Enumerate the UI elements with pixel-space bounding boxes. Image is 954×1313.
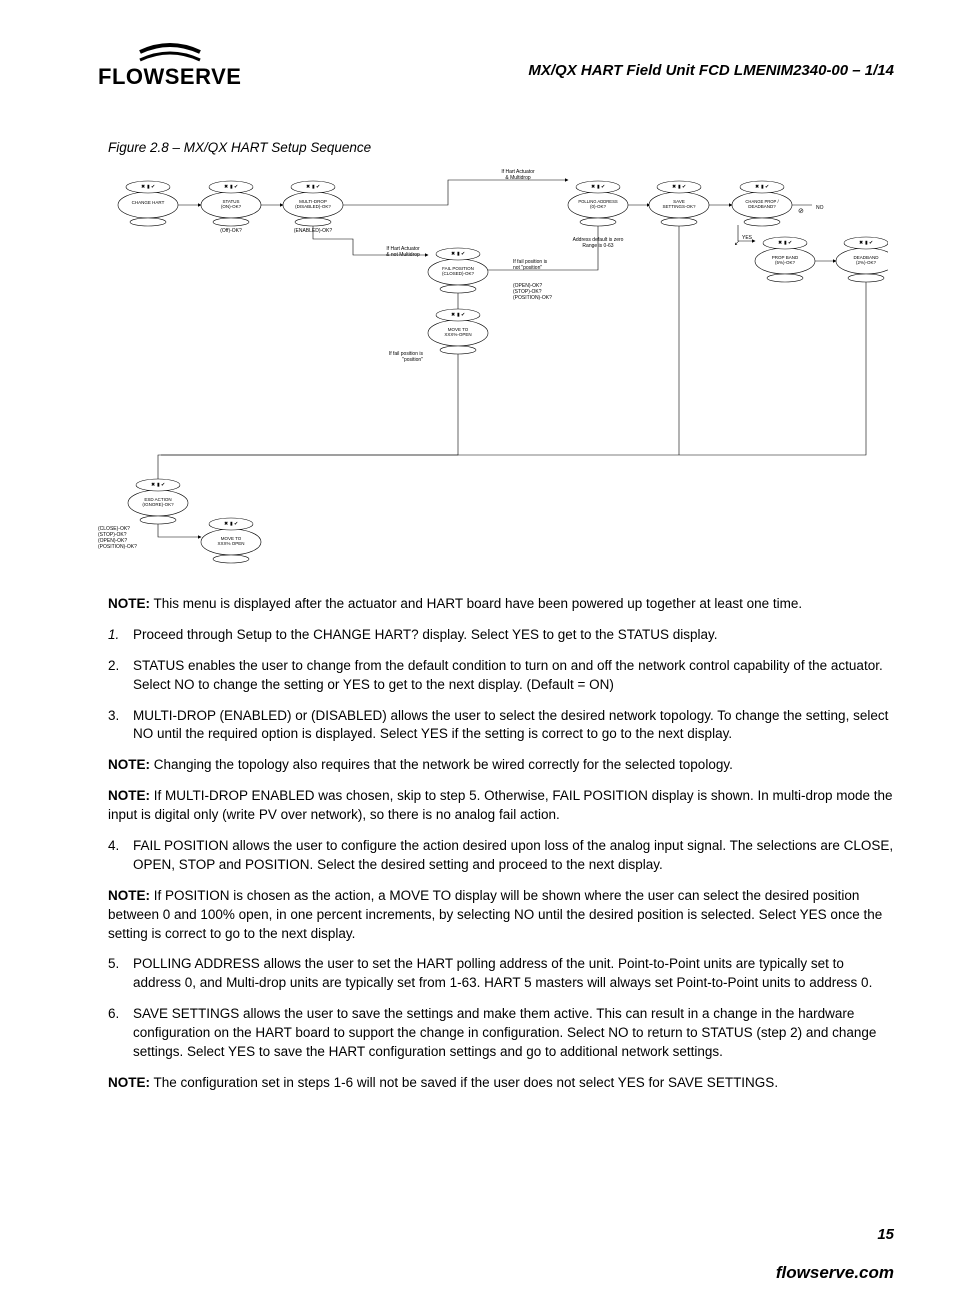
svg-text:(ENABLED)-OK?: (ENABLED)-OK?	[294, 228, 333, 234]
page-header: FLOWSERVE MX/QX HART Field Unit FCD LMEN…	[108, 40, 894, 90]
figure-caption: Figure 2.8 – MX/QX HART Setup Sequence	[108, 140, 894, 155]
footer-url: flowserve.com	[776, 1263, 894, 1283]
svg-text:✖: ✖	[451, 251, 455, 257]
svg-text:▮: ▮	[157, 482, 160, 488]
svg-text:✖: ✖	[451, 312, 455, 318]
svg-text:▮: ▮	[230, 521, 233, 527]
note-text: This menu is displayed after the actuato…	[150, 596, 802, 611]
svg-text:▮: ▮	[457, 312, 460, 318]
svg-text:& not Multidrop: & not Multidrop	[386, 252, 420, 258]
svg-text:▮: ▮	[678, 184, 681, 190]
list-item: POLLING ADDRESS allows the user to set t…	[108, 955, 894, 993]
svg-text:XXX% OPEN: XXX% OPEN	[217, 541, 244, 546]
svg-text:▮: ▮	[784, 240, 787, 246]
note-intro: NOTE: This menu is displayed after the a…	[108, 595, 894, 614]
svg-text:✖: ✖	[778, 240, 782, 246]
steps-list-2: FAIL POSITION allows the user to configu…	[108, 837, 894, 875]
list-item: Proceed through Setup to the CHANGE HART…	[108, 626, 894, 645]
svg-text:✖: ✖	[755, 184, 759, 190]
svg-text:& Multidrop: & Multidrop	[505, 175, 531, 181]
svg-text:▮: ▮	[147, 184, 150, 190]
svg-text:✔: ✔	[601, 184, 605, 190]
svg-text:▮: ▮	[761, 184, 764, 190]
svg-text:✔: ✔	[869, 240, 873, 246]
svg-text:(0)-OK?: (0)-OK?	[590, 204, 607, 209]
note-position: NOTE: If POSITION is chosen as the actio…	[108, 887, 894, 944]
svg-text:✖: ✖	[859, 240, 863, 246]
list-item: MULTI-DROP (ENABLED) or (DISABLED) allow…	[108, 707, 894, 745]
svg-text:(2%)-OK?: (2%)-OK?	[856, 260, 877, 265]
svg-text:(5%)-OK?: (5%)-OK?	[775, 260, 796, 265]
note-multidrop: NOTE: If MULTI-DROP ENABLED was chosen, …	[108, 787, 894, 825]
svg-text:✖: ✖	[224, 521, 228, 527]
setup-sequence-diagram: CHANGE HART ✖▮✔ STATUS (ON)-OK? ✖▮✔ MULT…	[98, 165, 888, 575]
svg-text:✔: ✔	[788, 240, 792, 246]
svg-text:✖: ✖	[151, 482, 155, 488]
svg-text:▮: ▮	[865, 240, 868, 246]
svg-text:YES: YES	[742, 235, 753, 241]
note-save: NOTE: The configuration set in steps 1-6…	[108, 1074, 894, 1093]
svg-text:✔: ✔	[461, 312, 465, 318]
svg-text:✔: ✔	[461, 251, 465, 257]
svg-text:(POSITION)-OK?: (POSITION)-OK?	[513, 295, 552, 301]
logo: FLOWSERVE	[98, 40, 241, 90]
svg-text:SETTINGS-OK?: SETTINGS-OK?	[662, 204, 696, 209]
svg-text:NO: NO	[816, 205, 824, 211]
note-label: NOTE:	[108, 596, 150, 611]
steps-list: Proceed through Setup to the CHANGE HART…	[108, 626, 894, 744]
svg-text:▮: ▮	[457, 251, 460, 257]
svg-text:▮: ▮	[312, 184, 315, 190]
svg-text:✔: ✔	[682, 184, 686, 190]
svg-text:(ON)-OK?: (ON)-OK?	[221, 204, 242, 209]
svg-text:(POSITION)-OK?: (POSITION)-OK?	[98, 544, 137, 550]
svg-text:▮: ▮	[230, 184, 233, 190]
svg-text:(IGNORE)-OK?: (IGNORE)-OK?	[142, 502, 174, 507]
steps-list-3: POLLING ADDRESS allows the user to set t…	[108, 955, 894, 1061]
svg-text:(Off)-OK?: (Off)-OK?	[220, 228, 242, 234]
svg-text:▮: ▮	[597, 184, 600, 190]
svg-text:✖: ✖	[224, 184, 228, 190]
svg-text:✖: ✖	[591, 184, 595, 190]
svg-text:✔: ✔	[234, 521, 238, 527]
note-topology: NOTE: Changing the topology also require…	[108, 756, 894, 775]
list-item: SAVE SETTINGS allows the user to save th…	[108, 1005, 894, 1062]
svg-text:↙: ↙	[734, 240, 740, 247]
node-change-hart: CHANGE HART	[132, 200, 165, 205]
list-item: STATUS enables the user to change from t…	[108, 657, 894, 695]
svg-text:✖: ✖	[306, 184, 310, 190]
svg-text:✔: ✔	[151, 184, 155, 190]
svg-text:XXX%-OPEN: XXX%-OPEN	[444, 332, 471, 337]
svg-text:not "position": not "position"	[513, 265, 542, 271]
svg-text:"position": "position"	[402, 357, 423, 363]
svg-text:✔: ✔	[161, 482, 165, 488]
svg-text:Range is 0-63: Range is 0-63	[582, 243, 613, 249]
doc-title: MX/QX HART Field Unit FCD LMENIM2340-00 …	[528, 62, 894, 79]
logo-text: FLOWSERVE	[98, 64, 241, 90]
list-item: FAIL POSITION allows the user to configu…	[108, 837, 894, 875]
page-number: 15	[877, 1226, 894, 1243]
svg-text:(CLOSED)-OK?: (CLOSED)-OK?	[442, 271, 475, 276]
svg-text:(DISABLED)-OK?: (DISABLED)-OK?	[295, 204, 331, 209]
svg-text:✔: ✔	[316, 184, 320, 190]
svg-text:DEADBAND?: DEADBAND?	[748, 204, 776, 209]
svg-text:✖: ✖	[672, 184, 676, 190]
svg-text:✖: ✖	[141, 184, 145, 190]
svg-text:✔: ✔	[765, 184, 769, 190]
svg-text:⊘: ⊘	[798, 208, 804, 215]
svg-text:✔: ✔	[234, 184, 238, 190]
